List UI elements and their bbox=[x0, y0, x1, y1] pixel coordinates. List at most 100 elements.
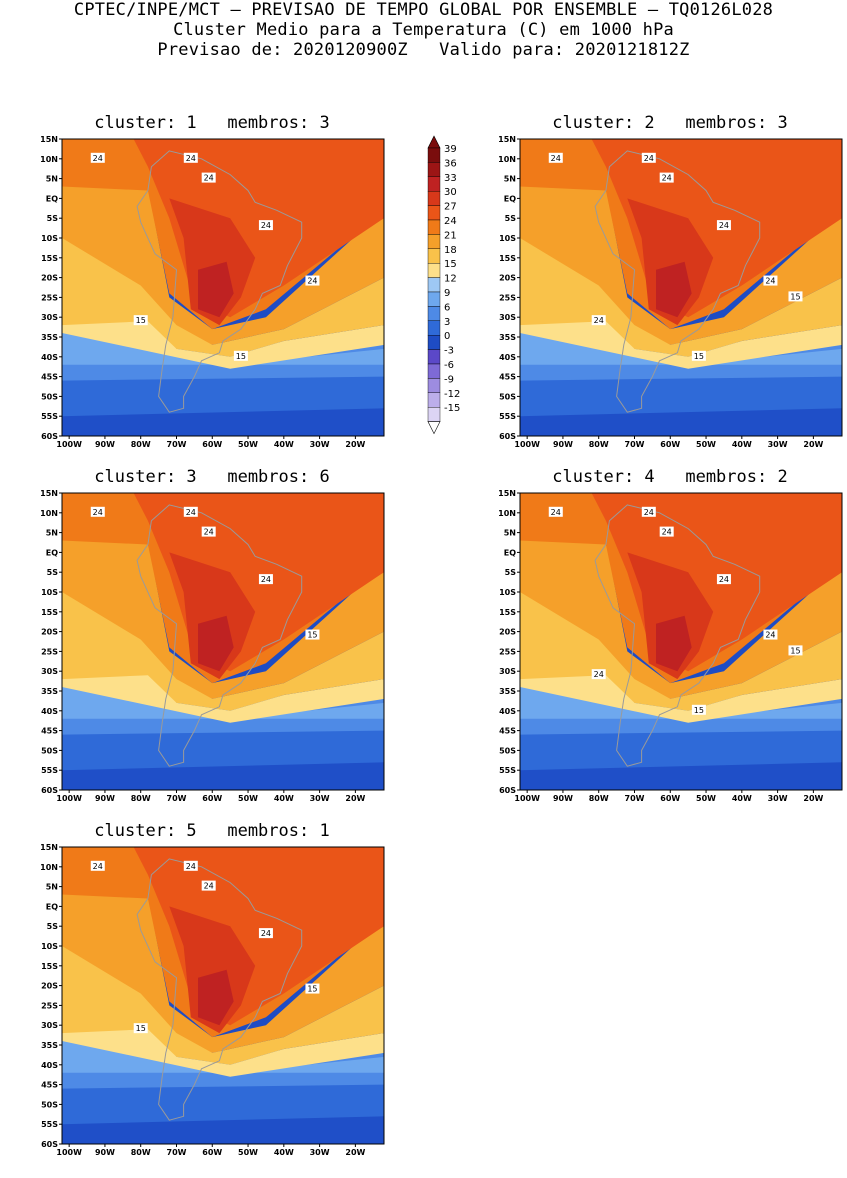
contour-label-bg bbox=[90, 506, 105, 517]
contour-label-bg bbox=[591, 669, 606, 680]
lon-tick-label: 50W bbox=[696, 440, 716, 449]
lon-tick-label: 90W bbox=[95, 440, 115, 449]
lat-tick-label: 45S bbox=[41, 1081, 58, 1090]
colorbar-swatch bbox=[427, 234, 441, 250]
lat-tick-label: 40S bbox=[499, 707, 516, 716]
lat-tick-label: 15N bbox=[40, 489, 58, 498]
contour-label-bg bbox=[201, 526, 216, 537]
lon-tick-label: 30W bbox=[768, 440, 788, 449]
colorbar-swatch bbox=[427, 176, 441, 192]
lon-tick-label: 60W bbox=[202, 794, 222, 803]
contour-label-bg bbox=[788, 291, 803, 302]
colorbar-label: 30 bbox=[444, 187, 457, 198]
contour-label-bg bbox=[763, 275, 778, 286]
lat-tick-label: 55S bbox=[499, 766, 516, 775]
lon-tick-label: 40W bbox=[274, 1148, 294, 1157]
lon-tick-label: 80W bbox=[131, 794, 151, 803]
colorbar-label: 6 bbox=[444, 302, 450, 313]
lon-tick-label: 20W bbox=[345, 1148, 365, 1157]
colorbar-swatch bbox=[427, 306, 441, 321]
lat-tick-label: 5N bbox=[46, 175, 58, 184]
lon-tick-label: 30W bbox=[310, 1148, 330, 1157]
lat-tick-label: 5N bbox=[504, 175, 516, 184]
colorbar-swatch bbox=[427, 378, 441, 393]
colorbar-label: 9 bbox=[444, 288, 450, 299]
lat-tick-label: 10N bbox=[40, 155, 58, 164]
lon-tick-label: 80W bbox=[131, 440, 151, 449]
lat-tick-label: 5S bbox=[505, 214, 517, 223]
temperature-band bbox=[62, 953, 384, 1077]
temperature-map: 15N 10N 5N EQ 5S 10S 15S 20S 25S 30S 35S 40S 45S 50S 5… bbox=[40, 843, 385, 1157]
contour-label-bg bbox=[201, 172, 216, 183]
colorbar-swatch bbox=[427, 320, 441, 336]
lon-tick-label: 90W bbox=[553, 794, 573, 803]
lon-tick-label: 50W bbox=[238, 794, 258, 803]
lon-tick-label: 90W bbox=[553, 440, 573, 449]
temperature-band bbox=[656, 261, 692, 318]
contour-label-bg bbox=[258, 574, 273, 585]
contour-label-bg bbox=[233, 350, 248, 361]
lon-tick-label: 100W bbox=[514, 794, 540, 803]
contour-label: 24 bbox=[93, 862, 103, 871]
contour-label-bg bbox=[90, 152, 105, 163]
lat-tick-label: 10S bbox=[499, 588, 516, 597]
contour-label-bg bbox=[763, 629, 778, 640]
lat-tick-label: 5N bbox=[504, 529, 516, 538]
lat-tick-label: 35S bbox=[499, 687, 516, 696]
lon-tick-label: 40W bbox=[274, 440, 294, 449]
colorbar-swatch bbox=[427, 363, 441, 379]
lon-tick-label: 90W bbox=[95, 794, 115, 803]
colorbar-label: 27 bbox=[444, 202, 457, 213]
colorbar-label: -12 bbox=[444, 389, 460, 400]
lat-tick-label: 15S bbox=[41, 254, 58, 263]
colorbar-label: 15 bbox=[444, 259, 457, 270]
lat-tick-label: 45S bbox=[499, 373, 516, 382]
lat-tick-label: 60S bbox=[41, 1140, 58, 1149]
colorbar-swatch bbox=[427, 349, 441, 365]
colorbar-swatch bbox=[427, 191, 441, 206]
header-line-2: Cluster Medio para a Temperatura (C) em … bbox=[173, 20, 674, 40]
coastline bbox=[136, 504, 303, 767]
lon-tick-label: 70W bbox=[167, 440, 187, 449]
colorbar-swatch bbox=[427, 392, 441, 408]
contour-label: 24 bbox=[719, 221, 729, 230]
contour-label: 24 bbox=[719, 575, 729, 584]
contour-label-bg bbox=[641, 152, 656, 163]
contour-label-bg bbox=[183, 506, 198, 517]
temperature-band bbox=[520, 599, 842, 723]
temperature-band bbox=[520, 245, 842, 369]
temperature-band bbox=[656, 615, 692, 672]
lat-tick-label: 10N bbox=[40, 509, 58, 518]
colorbar-swatch bbox=[427, 147, 441, 163]
temperature-band bbox=[627, 198, 714, 326]
lat-tick-label: 5N bbox=[46, 883, 58, 892]
contour-label: 24 bbox=[93, 154, 103, 163]
coastline bbox=[136, 858, 303, 1121]
contour-label: 24 bbox=[594, 670, 604, 679]
lon-tick-label: 30W bbox=[310, 440, 330, 449]
contour-label-bg bbox=[258, 220, 273, 231]
contour-label-bg bbox=[548, 506, 563, 517]
lon-tick-label: 20W bbox=[803, 440, 823, 449]
lat-tick-label: 45S bbox=[499, 727, 516, 736]
panel-title: cluster: 4 membros: 2 bbox=[552, 467, 788, 487]
lon-tick-label: 70W bbox=[625, 794, 645, 803]
lat-tick-label: 35S bbox=[41, 1041, 58, 1050]
panel-cluster-3: cluster: 3 membros: 6 15N 10N 5N EQ 5S 10S 15S… bbox=[20, 467, 385, 803]
contour-label-bg bbox=[591, 315, 606, 326]
lon-tick-label: 50W bbox=[238, 1148, 258, 1157]
panel-title: cluster: 1 membros: 3 bbox=[94, 113, 330, 133]
lat-tick-label: 10S bbox=[41, 942, 58, 951]
temperature-band bbox=[627, 552, 714, 680]
contour-label-bg bbox=[548, 152, 563, 163]
contour-label: 24 bbox=[765, 631, 775, 640]
colorbar-swatch bbox=[427, 334, 441, 350]
lon-tick-label: 100W bbox=[56, 1148, 82, 1157]
lon-tick-label: 100W bbox=[56, 440, 82, 449]
colorbar-swatch bbox=[427, 291, 441, 307]
lat-tick-label: 10S bbox=[41, 234, 58, 243]
colorbar-label: -15 bbox=[444, 403, 460, 414]
contour-label: 15 bbox=[236, 352, 246, 361]
lat-tick-label: 55S bbox=[41, 1120, 58, 1129]
